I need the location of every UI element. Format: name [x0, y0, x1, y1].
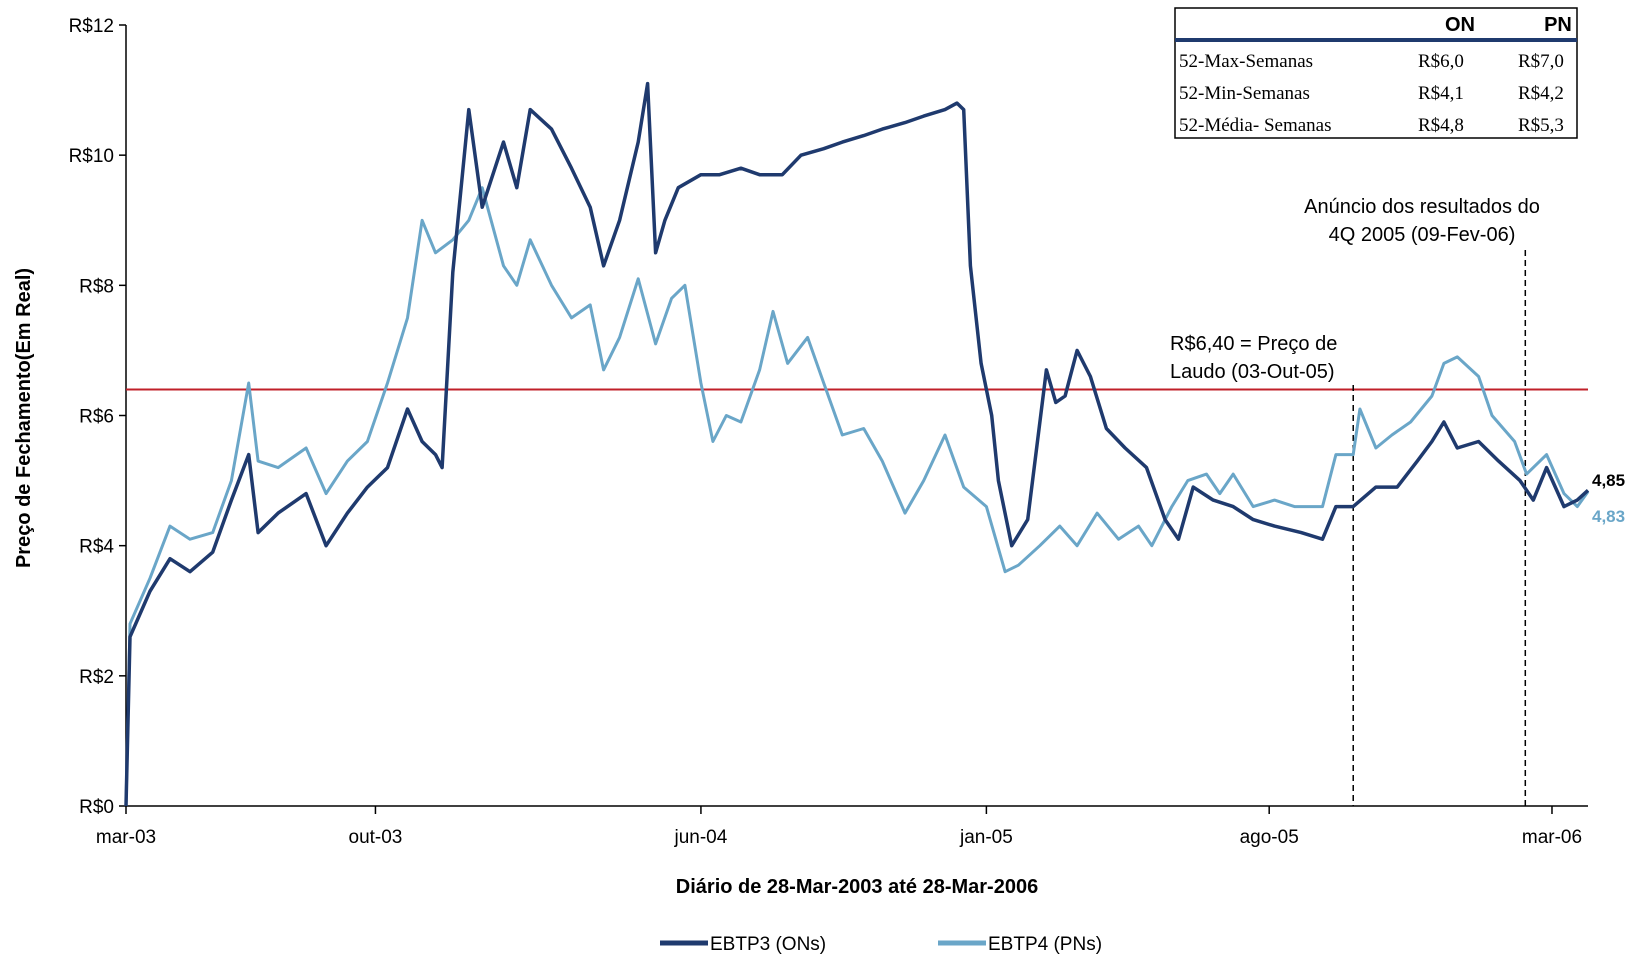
event-lines — [1352, 250, 1527, 806]
series-line-ebtp3 — [124, 81, 1590, 807]
x-tick-label: out-03 — [349, 827, 403, 848]
stats-row-min-on: R$4,1 — [1418, 83, 1464, 104]
stats-header-pn: PN — [1544, 14, 1572, 36]
end-label-ebtp4: 4,83 — [1592, 507, 1625, 526]
annotation-results-line1: Anúncio dos resultados do — [1304, 196, 1540, 218]
x-tick-label: ago-05 — [1240, 827, 1299, 848]
annotation-results-line2: 4Q 2005 (09-Fev-06) — [1329, 224, 1516, 246]
stats-header-on: ON — [1445, 14, 1475, 36]
annotation-laudo-line1: R$6,40 = Preço de — [1170, 333, 1337, 355]
legend-label-ebtp3: EBTP3 (ONs) — [710, 934, 826, 955]
stats-row-max-pn: R$7,0 — [1518, 51, 1564, 72]
y-tick-label: R$4 — [79, 537, 114, 558]
stats-row-min-pn: R$4,2 — [1518, 83, 1564, 104]
y-tick-label: R$2 — [79, 667, 114, 688]
stats-row-mean-label: 52-Média- Semanas — [1179, 115, 1331, 136]
x-tick-label: jun-04 — [674, 827, 728, 848]
x-tick-label: jan-05 — [959, 827, 1013, 848]
y-axis-title: Preço de Fechamento(Em Real) — [13, 268, 35, 568]
stats-row-min-label: 52-Min-Semanas — [1179, 83, 1310, 104]
stats-row-mean-on: R$4,8 — [1418, 115, 1464, 136]
stats-row-max-on: R$6,0 — [1418, 51, 1464, 72]
x-tick-label: mar-06 — [1522, 827, 1582, 848]
legend-label-ebtp4: EBTP4 (PNs) — [988, 934, 1102, 955]
y-tick-label: R$10 — [69, 146, 114, 167]
y-tick-label: R$8 — [79, 276, 114, 297]
series-group — [124, 81, 1590, 807]
x-ticks: mar-03 out-03 jun-04 jan-05 ago-05 mar-06 — [96, 806, 1582, 848]
x-tick-label: mar-03 — [96, 827, 156, 848]
end-label-ebtp3: 4,85 — [1592, 471, 1625, 490]
series-line-ebtp4 — [124, 186, 1590, 807]
stats-row-max-label: 52-Max-Semanas — [1179, 51, 1313, 72]
legend: EBTP3 (ONs) EBTP4 (PNs) — [660, 934, 1102, 955]
stats-table-border — [1174, 7, 1578, 139]
stats-table: ON PN 52-Max-Semanas R$6,0 R$7,0 52-Min-… — [1174, 7, 1578, 139]
y-ticks: R$0 R$2 R$4 R$6 R$8 R$10 R$12 — [69, 16, 126, 818]
y-tick-label: R$0 — [79, 797, 114, 818]
x-axis-title: Diário de 28-Mar-2003 até 28-Mar-2006 — [676, 876, 1038, 898]
stats-row-mean-pn: R$5,3 — [1518, 115, 1564, 136]
y-tick-label: R$6 — [79, 407, 114, 428]
y-tick-label: R$12 — [69, 16, 114, 37]
annotation-laudo-line2: Laudo (03-Out-05) — [1170, 361, 1335, 383]
